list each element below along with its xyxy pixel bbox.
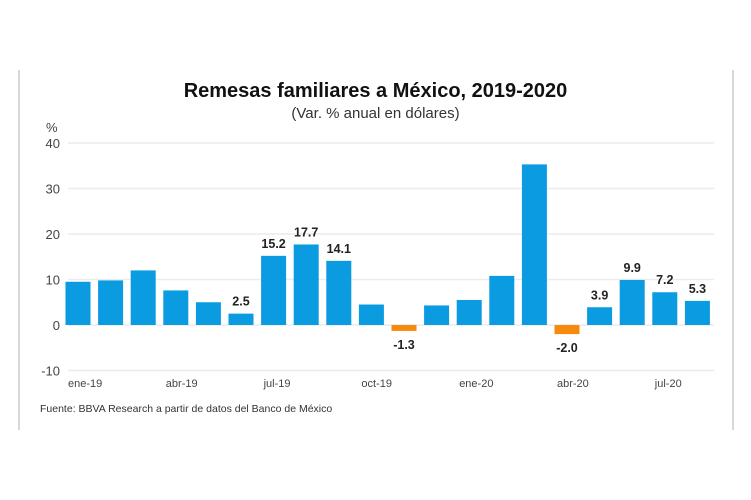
chart-subtitle: (Var. % anual en dólares) xyxy=(291,105,460,122)
x-tick-label: ene-19 xyxy=(68,378,102,390)
bar-feb-19 xyxy=(98,280,124,325)
x-tick-label: abr-19 xyxy=(166,378,198,390)
bar-dic-19 xyxy=(424,305,450,325)
y-tick-label: -10 xyxy=(41,364,60,379)
y-tick-label: 10 xyxy=(46,273,60,288)
y-tick-label: 30 xyxy=(46,182,60,197)
chart-title: Remesas familiares a México, 2019-2020 xyxy=(183,80,568,102)
bar-ene-20 xyxy=(456,299,482,325)
y-axis-unit-label: % xyxy=(46,120,58,135)
data-label: 14.1 xyxy=(327,242,351,256)
bar-abr-19 xyxy=(163,290,189,325)
data-label: 15.2 xyxy=(261,237,285,251)
data-label: 9.9 xyxy=(624,261,641,275)
data-label: 2.5 xyxy=(232,295,249,309)
x-tick-label: jul-20 xyxy=(654,378,682,390)
data-label: -1.3 xyxy=(393,338,415,352)
source-note: Fuente: BBVA Research a partir de datos … xyxy=(40,403,333,415)
bar-sep-19 xyxy=(326,260,352,325)
data-label: 7.2 xyxy=(656,273,673,287)
bar-nov-19 xyxy=(391,325,417,331)
y-tick-label: 0 xyxy=(53,318,60,333)
x-tick-label: oct-19 xyxy=(361,378,392,390)
data-label: -2.0 xyxy=(556,341,578,355)
x-tick-label: abr-20 xyxy=(557,378,589,390)
data-label: 5.3 xyxy=(689,282,706,296)
bar-jul-19 xyxy=(261,255,287,325)
frame-right-border xyxy=(732,70,734,430)
bar-feb-20 xyxy=(489,275,515,325)
bar-may-19 xyxy=(195,302,221,325)
bar-jun-20 xyxy=(619,279,645,325)
bar-abr-20 xyxy=(554,325,580,335)
x-tick-label: jul-19 xyxy=(263,378,291,390)
bar-mar-19 xyxy=(130,270,156,325)
data-label: 17.7 xyxy=(294,225,318,239)
bar-jun-19 xyxy=(228,313,254,325)
bar-may-20 xyxy=(587,307,613,325)
y-tick-label: 20 xyxy=(46,227,60,242)
bar-oct-19 xyxy=(358,304,384,325)
bar-ene-19 xyxy=(65,281,91,325)
bar-ago-20 xyxy=(684,300,710,325)
bar-ago-19 xyxy=(293,244,319,325)
y-tick-label: 40 xyxy=(46,136,60,151)
data-label: 3.9 xyxy=(591,288,608,302)
x-tick-label: ene-20 xyxy=(459,378,493,390)
frame-left-border xyxy=(18,70,20,430)
bar-jul-20 xyxy=(652,292,678,325)
bar-mar-20 xyxy=(521,164,547,325)
